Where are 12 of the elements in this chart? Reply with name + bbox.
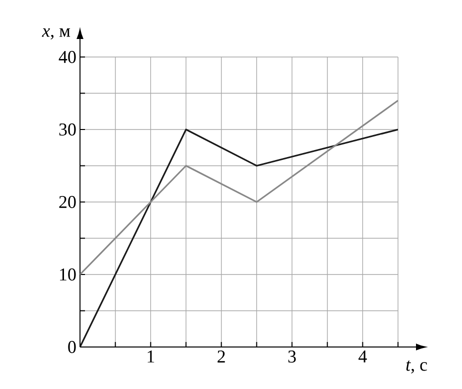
y-tick-label: 10 (60, 268, 76, 281)
x-axis-title: t, с (406, 360, 427, 374)
y-axis-title: x, м (42, 28, 70, 40)
x-tick-label: 2 (218, 350, 225, 362)
x-tick-label: 4 (358, 350, 367, 362)
line-series (80, 100, 398, 276)
y-tick-label: 30 (59, 123, 76, 136)
y-tick-label: 20 (59, 196, 76, 208)
x-tick-label: 1 (148, 350, 154, 362)
y-tick-label: 40 (58, 50, 76, 64)
x-tick-label: 3 (288, 350, 296, 363)
y-tick-label: 0 (68, 340, 76, 354)
